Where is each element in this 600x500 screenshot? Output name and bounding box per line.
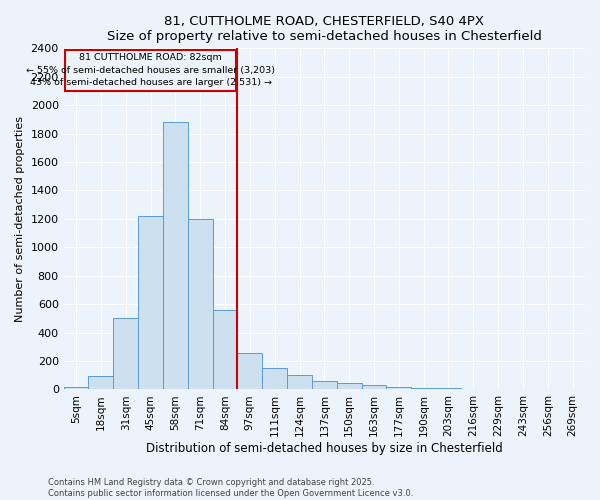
Bar (138, 216, 163, 390)
Bar (386, 386, 411, 390)
Text: 81 CUTTHOLME ROAD: 82sqm
← 55% of semi-detached houses are smaller (3,203)
43% o: 81 CUTTHOLME ROAD: 82sqm ← 55% of semi-d… (26, 54, 275, 88)
Y-axis label: Number of semi-detached properties: Number of semi-detached properties (15, 116, 25, 322)
Bar (461, 388, 485, 390)
Bar (238, 353, 262, 390)
Bar (113, 318, 138, 390)
Bar (362, 385, 386, 390)
Bar (337, 383, 362, 390)
X-axis label: Distribution of semi-detached houses by size in Chesterfield: Distribution of semi-detached houses by … (146, 442, 503, 455)
Bar (312, 381, 337, 390)
Bar (411, 388, 436, 390)
Bar (212, 310, 238, 390)
Title: 81, CUTTHOLME ROAD, CHESTERFIELD, S40 4PX
Size of property relative to semi-deta: 81, CUTTHOLME ROAD, CHESTERFIELD, S40 4P… (107, 15, 542, 43)
Bar (287, 375, 312, 390)
Bar (88, 376, 113, 390)
Bar (436, 388, 461, 390)
Bar (65, 50, 236, 91)
Text: Contains HM Land Registry data © Crown copyright and database right 2025.
Contai: Contains HM Land Registry data © Crown c… (48, 478, 413, 498)
Bar (64, 388, 88, 390)
Bar (188, 219, 212, 390)
Bar (262, 368, 287, 390)
Bar (163, 122, 188, 390)
